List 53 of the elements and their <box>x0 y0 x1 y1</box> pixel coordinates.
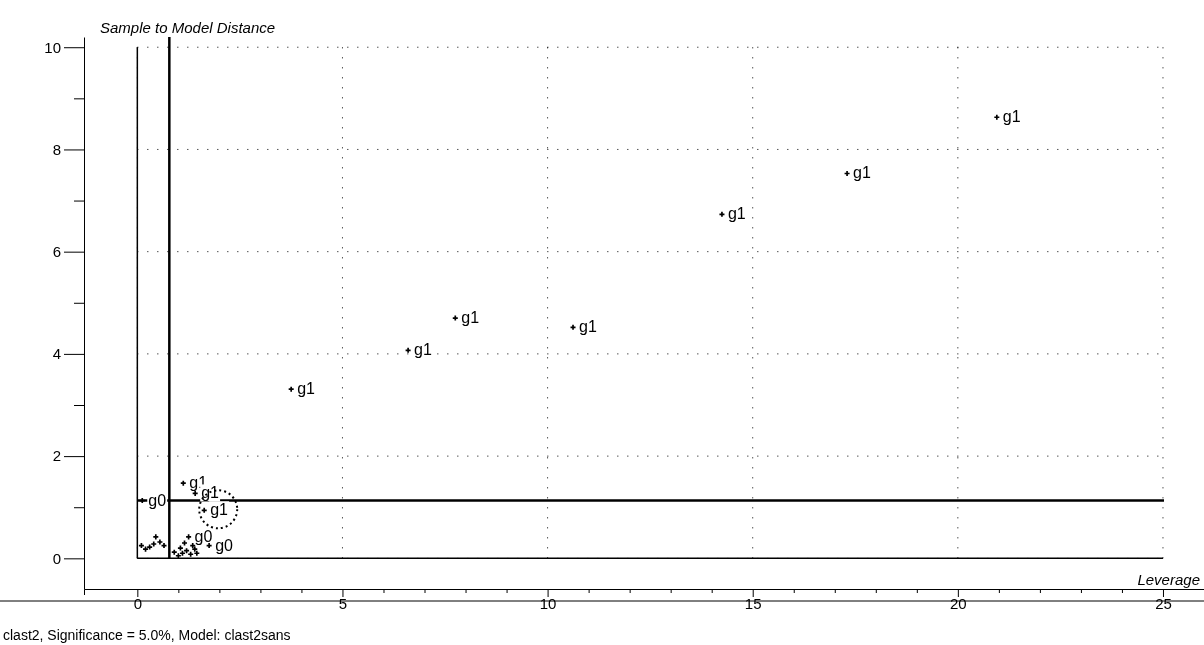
data-label: g1 <box>210 501 229 519</box>
point <box>188 551 194 557</box>
text: clast2, Significance = 5.0%, Model: clast2sans <box>3 627 291 643</box>
point <box>994 114 1000 120</box>
point <box>570 324 576 330</box>
point <box>194 550 200 556</box>
y-tick-label: 10 <box>44 38 61 56</box>
data-label: g0 <box>215 536 234 554</box>
x-tick-label: 20 <box>950 594 967 612</box>
data-label: g1 <box>297 380 316 398</box>
data-label: g1 <box>727 205 746 223</box>
data-label: g0 <box>194 527 213 545</box>
x-tick-label: 5 <box>338 594 348 612</box>
point <box>147 544 153 550</box>
y-tick-label: 4 <box>52 345 61 363</box>
y-tick-label: 6 <box>52 242 61 260</box>
point <box>186 534 192 540</box>
point <box>192 546 198 552</box>
y-tick-label: 2 <box>52 447 61 465</box>
data-label: g0 <box>148 491 167 509</box>
x-tick-label: 0 <box>133 594 143 612</box>
x-tick-label: 10 <box>539 594 557 612</box>
data-label: g1 <box>461 309 480 327</box>
point <box>157 539 163 545</box>
point <box>153 534 159 540</box>
point <box>288 386 294 392</box>
point <box>143 546 149 552</box>
point <box>180 480 186 486</box>
data-label: g1 <box>853 164 871 182</box>
y-tick-label: 8 <box>52 140 61 158</box>
data-label: g1 <box>1002 108 1021 126</box>
point <box>175 553 181 559</box>
data-label: g1 <box>414 341 432 359</box>
point <box>182 540 188 546</box>
point <box>190 543 196 549</box>
point <box>452 315 458 321</box>
y-axis-title: Sample to Model Distance <box>100 19 276 36</box>
y-tick-label: 0 <box>52 549 61 567</box>
x-tick-label: 25 <box>1155 594 1172 612</box>
data-label: g1 <box>579 318 597 336</box>
point <box>844 170 850 176</box>
point <box>151 541 157 547</box>
point <box>179 550 185 556</box>
point <box>184 548 190 554</box>
point <box>719 211 725 217</box>
point <box>171 549 177 555</box>
point <box>201 507 207 513</box>
point <box>177 545 183 551</box>
point <box>161 543 167 549</box>
x-tick-label: 15 <box>744 594 762 612</box>
point <box>405 347 411 353</box>
point <box>139 498 145 504</box>
x-axis-title: Leverage <box>1137 571 1200 588</box>
